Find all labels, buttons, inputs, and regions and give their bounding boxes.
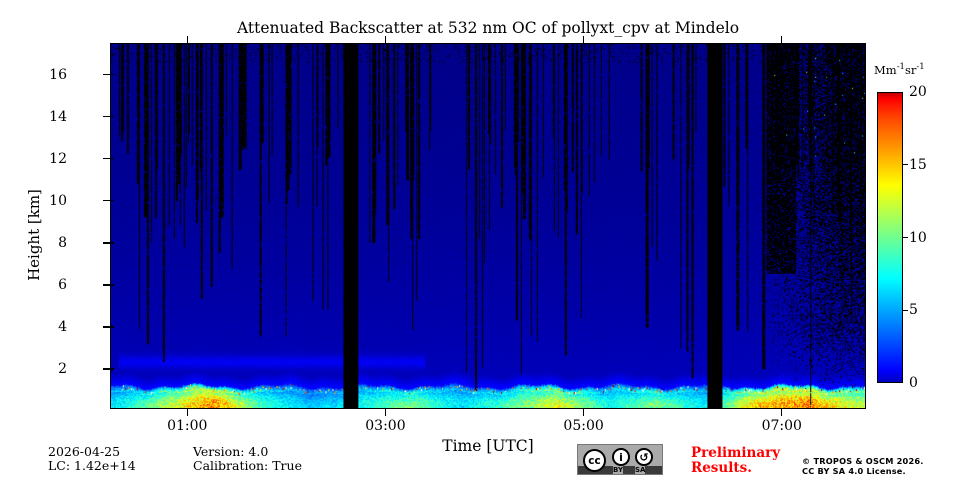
y-tick-mark <box>103 242 110 244</box>
y-tick-mark <box>103 326 110 328</box>
footer-lidar-constant: LC: 1.42e+14 <box>48 458 136 473</box>
colorbar-tick-mark <box>903 309 908 311</box>
x-axis-label: Time [UTC] <box>442 437 534 455</box>
preliminary-results-notice: Preliminary Results. <box>691 446 780 475</box>
y-tick-mark <box>103 115 110 118</box>
x-tick-label: 05:00 <box>563 418 604 434</box>
y-tick-mark <box>103 73 110 76</box>
cc-sa-label: SA <box>635 466 646 474</box>
y-tick-label: 14 <box>49 108 67 125</box>
x-tick-label: 03:00 <box>365 418 406 434</box>
colorbar-tick-label: 10 <box>909 229 927 246</box>
preliminary-line-2: Results. <box>691 459 752 476</box>
colorbar-tick-mark <box>903 236 908 239</box>
copyright-line-1: © TROPOS & OSCM 2026. <box>802 456 924 466</box>
x-tick-mark <box>186 409 188 416</box>
y-tick-label: 2 <box>58 361 67 378</box>
y-tick-mark-inner <box>110 115 114 118</box>
x-tick-label: 01:00 <box>167 418 208 434</box>
y-tick-mark <box>103 157 110 160</box>
x-tick-label: 07:00 <box>761 418 802 434</box>
cc-by-label: BY <box>613 466 624 474</box>
y-tick-label: 4 <box>58 318 67 335</box>
footer-calibration: Calibration: True <box>193 458 302 473</box>
colorbar[interactable] <box>877 92 903 383</box>
x-tick-mark <box>781 409 783 416</box>
y-tick-mark-inner <box>110 157 114 160</box>
y-tick-label: 6 <box>58 276 67 293</box>
x-tick-mark <box>582 409 585 416</box>
x-tick-mark-top <box>186 36 188 43</box>
colorbar-unit-label: Mm-1sr-1 <box>874 62 925 77</box>
y-tick-label: 10 <box>49 192 67 209</box>
x-tick-mark <box>384 409 387 416</box>
creative-commons-badge[interactable]: cc i ↺ BY SA <box>577 444 663 475</box>
y-tick-mark-inner <box>110 326 114 328</box>
cc-logo-icon: cc <box>583 449 606 472</box>
colorbar-tick-label: 5 <box>909 302 918 319</box>
badge-glyph-row: cc i ↺ BY SA <box>578 445 662 474</box>
x-tick-mark-top <box>582 36 585 43</box>
colorbar-unit-mid: sr <box>904 62 917 77</box>
y-tick-mark <box>103 284 110 286</box>
x-tick-mark-top <box>384 36 387 43</box>
colorbar-tick-label: 20 <box>909 84 927 100</box>
copyright-line-2: CC BY SA 4.0 License. <box>802 466 906 476</box>
footer-date: 2026-04-25 <box>48 444 121 459</box>
backscatter-heatmap <box>111 44 865 408</box>
y-tick-mark-inner <box>110 200 114 202</box>
heatmap-plot-area[interactable] <box>110 43 866 409</box>
page-title: Attenuated Backscatter at 532 nm OC of p… <box>236 19 740 37</box>
colorbar-tick-label: 0 <box>909 375 918 391</box>
y-tick-mark-inner <box>110 368 114 370</box>
y-tick-label: 16 <box>49 66 67 83</box>
y-tick-mark-inner <box>110 242 114 244</box>
colorbar-tick-label: 15 <box>909 156 927 173</box>
y-tick-label: 12 <box>49 150 67 167</box>
colorbar-unit-exp1: -1 <box>896 62 905 72</box>
y-tick-label: 8 <box>58 234 67 251</box>
x-tick-mark-top <box>781 36 783 43</box>
y-tick-mark <box>103 200 110 202</box>
y-tick-mark-inner <box>110 284 114 286</box>
colorbar-unit-base: Mm <box>874 62 897 77</box>
footer-version: Version: 4.0 <box>193 444 269 459</box>
preliminary-line-1: Preliminary <box>691 445 781 461</box>
cc-sa-icon: ↺ <box>635 448 653 466</box>
y-tick-mark <box>103 368 110 370</box>
cc-by-icon: i <box>612 448 630 466</box>
y-axis-label: Height [km] <box>25 189 43 281</box>
colorbar-unit-exp2: -1 <box>916 62 925 72</box>
y-tick-mark-inner <box>110 73 114 76</box>
copyright-notice: © TROPOS & OSCM 2026. CC BY SA 4.0 Licen… <box>802 456 924 476</box>
colorbar-tick-mark <box>903 164 908 166</box>
